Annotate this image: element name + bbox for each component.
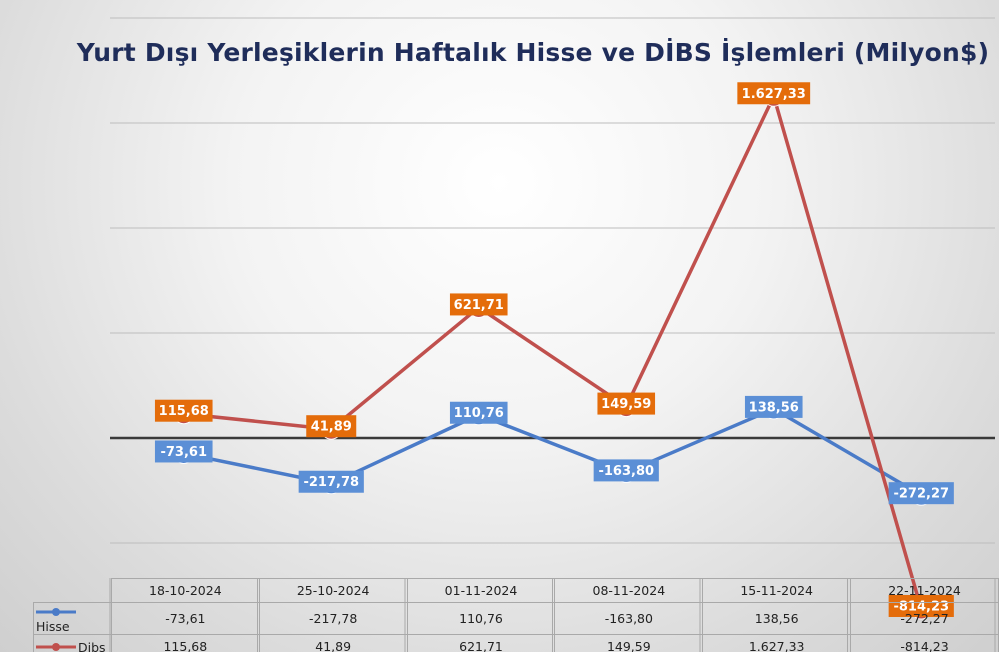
data-label-value: -73,61 [160, 445, 207, 460]
table-cell: -814,23 [850, 634, 999, 652]
data-label-box [449, 401, 508, 424]
data-label-hisse: -163,80 [593, 459, 659, 482]
table-cell: -217,78 [258, 602, 408, 635]
data-label-box [737, 82, 811, 105]
legend-entry-dibs: Dibs [33, 634, 112, 652]
gridlines [109, 17, 996, 652]
table-cell: -73,61 [110, 602, 260, 635]
legend-label-hisse: Hisse [36, 619, 70, 634]
table-corner [33, 578, 112, 603]
data-label-value: 621,71 [454, 298, 504, 313]
data-label-value: -217,78 [303, 475, 359, 490]
table-cell: -163,80 [554, 602, 704, 635]
table-cell: 138,56 [702, 602, 852, 635]
data-label-hisse: -217,78 [298, 470, 364, 493]
chart-title: Yurt Dışı Yerleşiklerin Haftalık Hisse v… [76, 38, 990, 67]
data-table: 18-10-2024 25-10-2024 01-11-2024 08-11-2… [33, 578, 999, 652]
data-label-hisse: 138,56 [744, 395, 803, 418]
data-label-box [744, 395, 803, 418]
data-label-box [306, 415, 357, 438]
category-label: 22-11-2024 [850, 578, 999, 603]
data-label-dibs: 1.627,33 [737, 82, 811, 105]
data-label-box [298, 470, 364, 493]
table-cell: 41,89 [258, 634, 408, 652]
category-label: 18-10-2024 [110, 578, 260, 603]
data-label-value: 138,56 [749, 400, 799, 415]
data-label-value: 41,89 [311, 420, 352, 435]
legend-key-dibs-icon [36, 643, 76, 651]
data-label-box [449, 293, 508, 316]
data-label-value: 1.627,33 [742, 87, 806, 102]
table-cell: 149,59 [554, 634, 704, 652]
table-cell: -272,27 [850, 602, 999, 635]
series-lines [183, 94, 923, 610]
data-label-value: 149,59 [601, 397, 651, 412]
table-cell: 621,71 [406, 634, 556, 652]
series-markers [173, 85, 932, 620]
category-label: 01-11-2024 [406, 578, 556, 603]
legend-key-hisse-icon [36, 607, 76, 616]
series-line-hisse [183, 407, 923, 497]
data-label-hisse: -272,27 [888, 482, 954, 505]
table-cell: 1.627,33 [702, 634, 852, 652]
table-row-dibs: Dibs 115,68 41,89 621,71 149,59 1.627,33… [33, 634, 999, 652]
category-label: 25-10-2024 [258, 578, 408, 603]
legend-label-dibs: Dibs [78, 639, 106, 652]
category-label: 15-11-2024 [702, 578, 852, 603]
table-cell: 115,68 [110, 634, 260, 652]
data-label-box [154, 399, 213, 422]
table-cell: 110,76 [406, 602, 556, 635]
data-label-hisse: 110,76 [449, 401, 508, 424]
table-header-row: 18-10-2024 25-10-2024 01-11-2024 08-11-2… [33, 578, 999, 603]
table-row-hisse: Hisse -73,61 -217,78 110,76 -163,80 138,… [33, 602, 999, 635]
data-label-value: -272,27 [893, 487, 949, 502]
category-label: 08-11-2024 [554, 578, 704, 603]
data-label-dibs: 41,89 [306, 415, 357, 438]
data-label-box [154, 440, 213, 463]
data-label-value: 115,68 [159, 404, 209, 419]
data-label-box [597, 392, 656, 415]
data-label-dibs: 149,59 [597, 392, 656, 415]
data-label-box [888, 482, 954, 505]
data-label-dibs: 621,71 [449, 293, 508, 316]
data-label-value: 110,76 [454, 406, 504, 421]
data-label-box [593, 459, 659, 482]
data-labels: -73,61 -217,78 110,76 -163,80 138,56 -272,27 1… [154, 82, 954, 617]
legend-entry-hisse: Hisse [33, 602, 112, 635]
data-label-dibs: 115,68 [154, 399, 213, 422]
data-label-value: -163,80 [598, 464, 654, 479]
series-line-dibs [183, 94, 923, 610]
data-label-hisse: -73,61 [154, 440, 213, 463]
